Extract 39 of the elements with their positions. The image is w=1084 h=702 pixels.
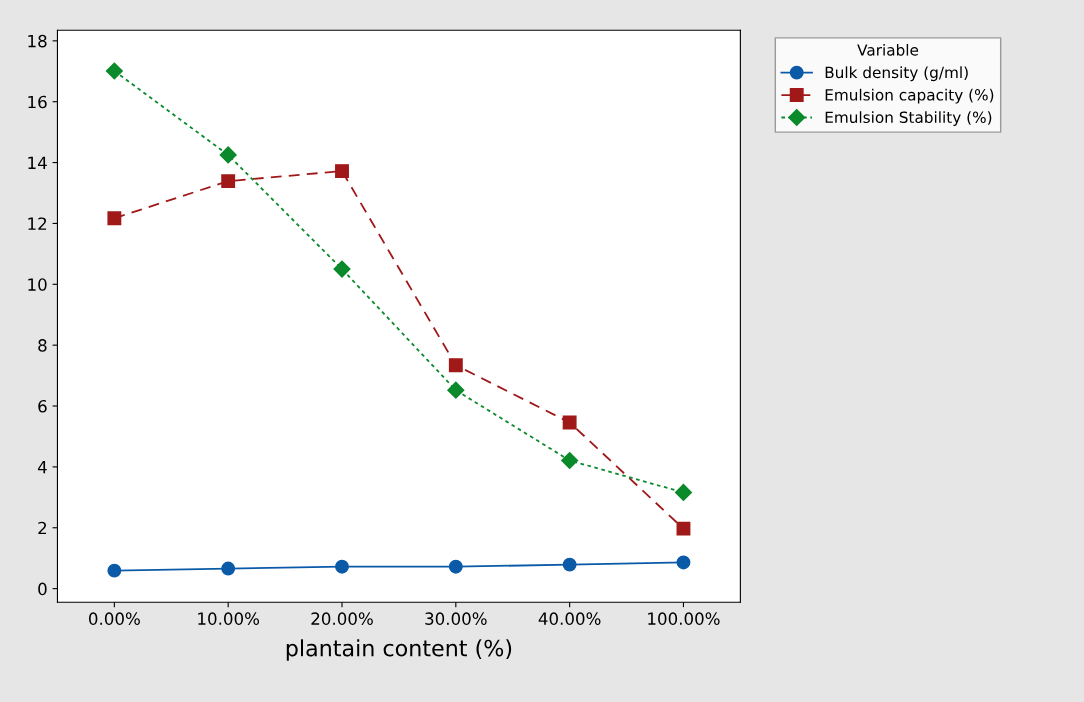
- y-tick-label: 18: [28, 34, 47, 48]
- x-axis-title: plantain content (%): [286, 639, 512, 661]
- legend-label: Bulk density (g/ml): [825, 66, 968, 82]
- point: [676, 521, 691, 536]
- y-tick-label: 8: [38, 339, 47, 352]
- legend-label: Emulsion Stability (%): [825, 111, 992, 126]
- point: [674, 483, 693, 502]
- x-tick-label: 20.00%: [311, 612, 373, 625]
- y-tick-label: 0: [38, 582, 47, 596]
- point: [562, 415, 577, 430]
- y-tick-label: 14: [28, 156, 47, 169]
- y-tick-label: 2: [38, 521, 47, 535]
- point: [105, 62, 123, 80]
- point: [107, 211, 122, 226]
- point: [448, 559, 463, 574]
- x-tick-label: 30.00%: [425, 612, 487, 625]
- point: [335, 164, 349, 179]
- y-tick-label: 6: [38, 399, 47, 413]
- point: [335, 559, 349, 574]
- point: [107, 563, 122, 578]
- point: [219, 146, 237, 164]
- x-tick-label: 10.00%: [198, 612, 260, 625]
- y-tick-label: 12: [28, 217, 47, 230]
- point: [221, 174, 236, 189]
- x-tick-label: 100.00%: [648, 612, 720, 625]
- point: [561, 451, 579, 470]
- point: [562, 557, 577, 572]
- point: [448, 358, 463, 373]
- y-tick-label: 16: [28, 95, 47, 109]
- y-tick-label: 10: [28, 278, 47, 291]
- legend-label: Emulsion capacity (%): [825, 88, 994, 104]
- x-tick-label: 0.00%: [88, 612, 140, 625]
- point: [676, 555, 691, 570]
- x-tick-label: 40.00%: [538, 612, 601, 625]
- point: [447, 381, 465, 399]
- legend-title: Variable: [857, 43, 919, 56]
- point: [333, 260, 351, 278]
- y-tick-label: 4: [37, 461, 47, 474]
- point: [221, 561, 236, 576]
